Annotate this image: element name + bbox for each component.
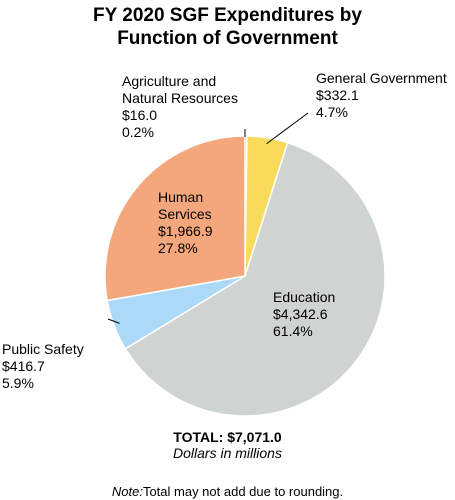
- slice-value: $332.1: [316, 87, 359, 103]
- slice-label-human-services: Human Services $1,966.9 27.8%: [158, 189, 213, 257]
- slice-name-line: Services: [158, 206, 212, 222]
- slice-value: $416.7: [2, 358, 45, 374]
- total-block: TOTAL: $7,071.0 Dollars in millions: [0, 429, 455, 461]
- slice-value: $4,342.6: [273, 306, 328, 322]
- slice-value: $1,966.9: [158, 223, 213, 239]
- slice-percent: 61.4%: [273, 323, 313, 339]
- unit-note: Dollars in millions: [173, 445, 282, 461]
- slice-label-general-government: General Government $332.1 4.7%: [316, 70, 447, 121]
- footnote-text: Total may not add due to rounding.: [142, 484, 344, 499]
- slice-name-line: Human: [158, 189, 204, 205]
- slice-name-line: Natural Resources: [122, 90, 238, 106]
- leader-line-general-government: [266, 112, 309, 145]
- footnote: Note:Total may not add due to rounding.: [0, 484, 455, 499]
- chart-title-line-1: FY 2020 SGF Expenditures by: [93, 5, 362, 26]
- total-label: TOTAL: $7,071.0: [173, 429, 282, 445]
- slice-label-agriculture: Agriculture and Natural Resources $16.0 …: [122, 73, 238, 141]
- pie-slice-human-services: [104, 135, 246, 302]
- slice-label-public-safety: Public Safety $416.7 5.9%: [2, 341, 84, 392]
- slice-name-line: Education: [273, 289, 336, 305]
- slice-percent: 0.2%: [122, 124, 154, 140]
- leader-line-public-safety: [107, 318, 120, 324]
- slice-name-line: Public Safety: [2, 341, 84, 357]
- slice-name-line: Agriculture and: [122, 73, 217, 89]
- slice-percent: 27.8%: [158, 240, 198, 256]
- slice-value: $16.0: [122, 107, 158, 123]
- slice-name-line: General Government: [316, 70, 447, 86]
- chart-title: FY 2020 SGF Expenditures by Function of …: [0, 4, 455, 50]
- slice-label-education: Education $4,342.6 61.4%: [273, 289, 335, 340]
- footnote-key: Note:: [111, 484, 143, 499]
- slice-percent: 5.9%: [2, 375, 34, 391]
- slice-percent: 4.7%: [316, 104, 348, 120]
- chart-title-line-2: Function of Government: [117, 28, 338, 49]
- pie-slice-education: [124, 141, 386, 417]
